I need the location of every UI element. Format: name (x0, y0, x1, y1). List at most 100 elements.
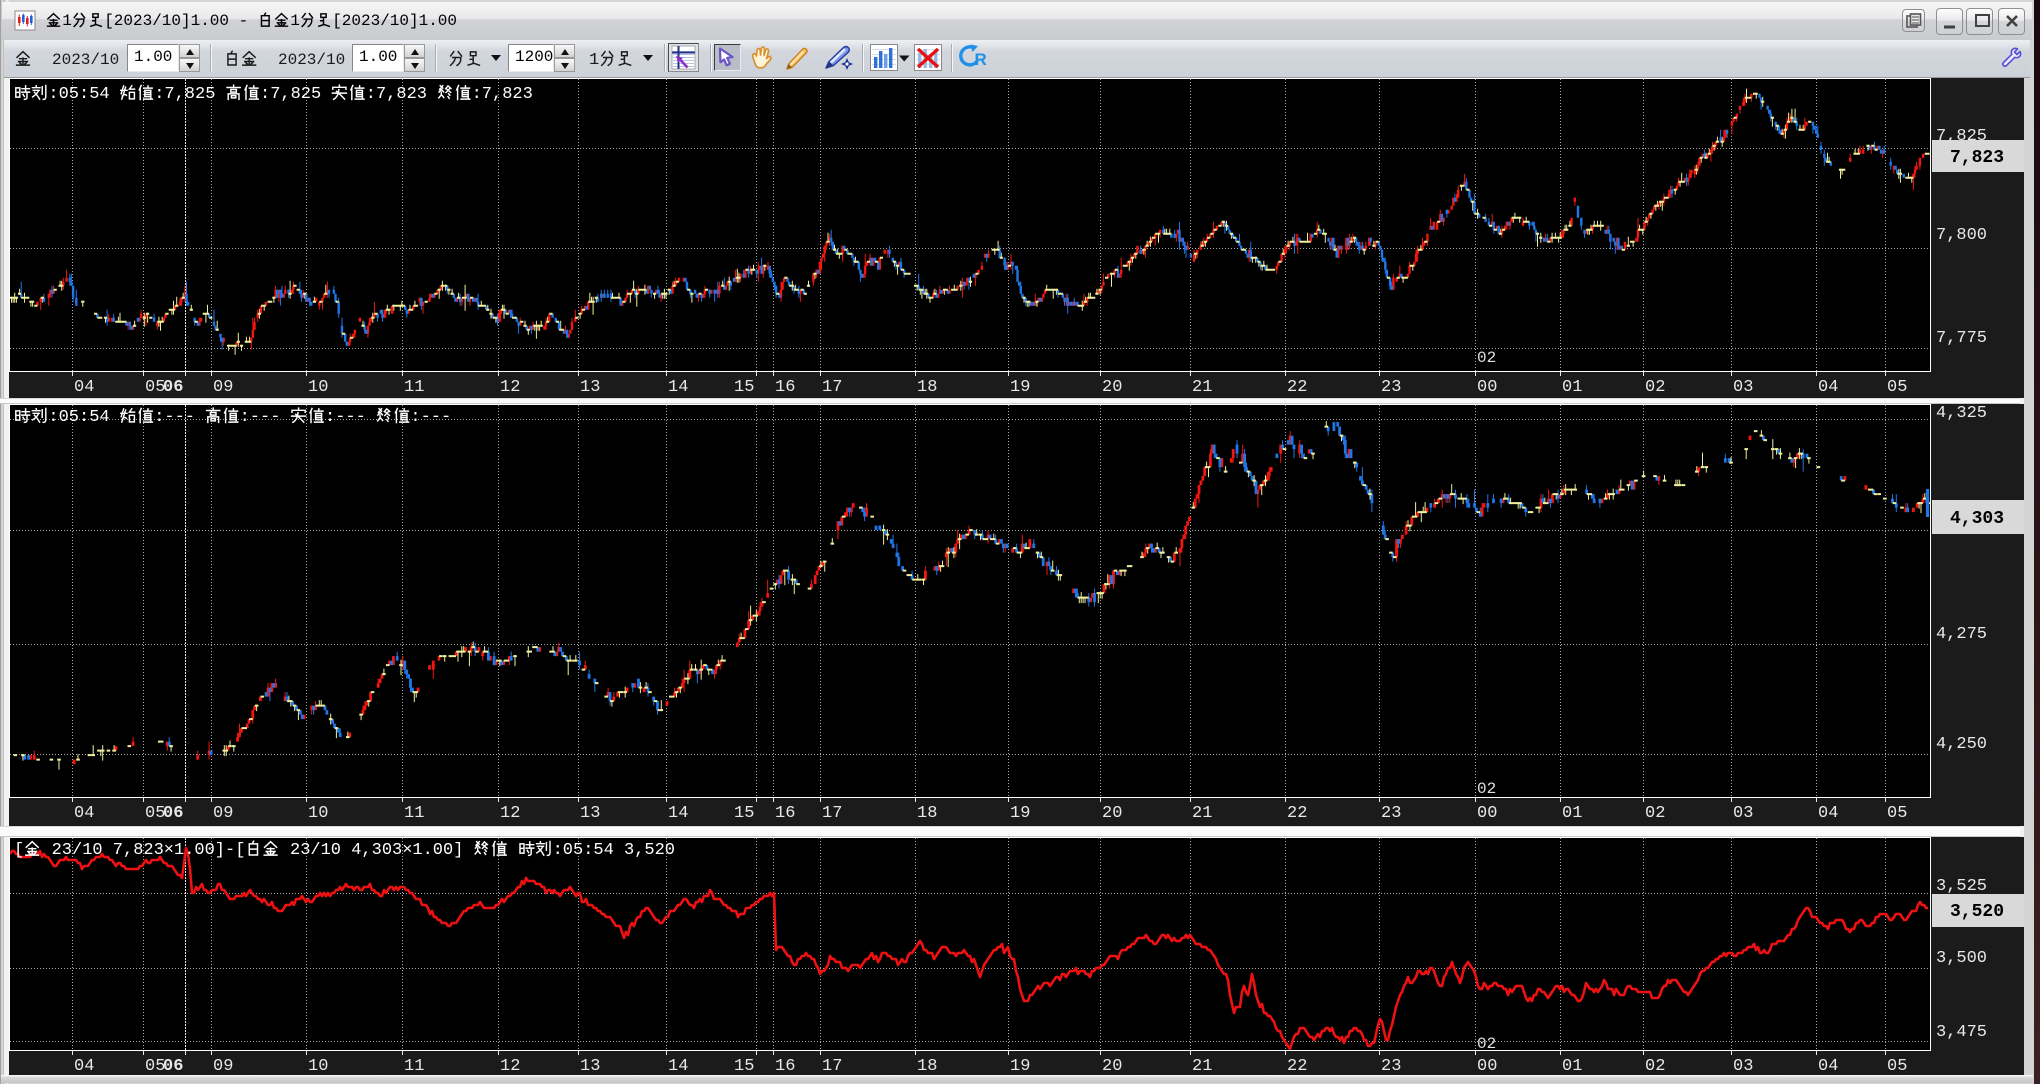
svg-text:1.00]: 1.00] (412, 841, 473, 860)
svg-text:R: R (975, 50, 987, 69)
svg-text:02: 02 (1477, 349, 1496, 367)
svg-text:09: 09 (213, 804, 233, 823)
svg-text:14: 14 (668, 804, 688, 823)
svg-text:03: 03 (1733, 1057, 1753, 1076)
svg-text::---: :--- (410, 408, 451, 427)
svg-text:06: 06 (163, 378, 183, 397)
svg-text:[2023/10]1.00: [2023/10]1.00 (332, 12, 457, 30)
svg-text:2023/10: 2023/10 (278, 51, 345, 69)
svg-text:04: 04 (74, 378, 94, 397)
svg-text::---: :--- (154, 408, 205, 427)
svg-text:17: 17 (822, 1057, 842, 1076)
svg-text:19: 19 (1010, 804, 1030, 823)
svg-text:[2023/10]1.00 -: [2023/10]1.00 - (104, 12, 258, 30)
svg-text:14: 14 (668, 1057, 688, 1076)
svg-text:05: 05 (145, 378, 165, 397)
svg-text:21: 21 (1192, 804, 1212, 823)
svg-text:05: 05 (145, 804, 165, 823)
svg-text::7,825: :7,825 (260, 85, 331, 104)
svg-text:02: 02 (1645, 378, 1665, 397)
svg-text:21: 21 (1192, 378, 1212, 397)
svg-text:13: 13 (580, 1057, 600, 1076)
svg-text:21: 21 (1192, 1057, 1212, 1076)
svg-text::7,823: :7,823 (366, 85, 437, 104)
svg-text:04: 04 (1818, 1057, 1838, 1076)
svg-text:03: 03 (1733, 378, 1753, 397)
svg-text:20: 20 (1102, 378, 1122, 397)
svg-text:06: 06 (163, 804, 183, 823)
svg-text:×: × (164, 841, 174, 860)
svg-text:00: 00 (1477, 1057, 1497, 1076)
svg-text:3,475: 3,475 (1936, 1023, 1987, 1042)
svg-text:19: 19 (1010, 378, 1030, 397)
svg-text:1: 1 (290, 12, 300, 30)
svg-text:02: 02 (1645, 1057, 1665, 1076)
svg-text:05: 05 (145, 1057, 165, 1076)
svg-text:01: 01 (1562, 378, 1582, 397)
svg-text::---: :--- (240, 408, 291, 427)
svg-text:4,303: 4,303 (1950, 509, 2004, 529)
svg-text:15: 15 (734, 804, 754, 823)
svg-text:15: 15 (734, 378, 754, 397)
svg-text:17: 17 (822, 804, 842, 823)
svg-text:14: 14 (668, 378, 688, 397)
svg-text:×: × (402, 841, 412, 860)
svg-text:11: 11 (404, 804, 424, 823)
svg-text:1.00]-[: 1.00]-[ (174, 841, 245, 860)
svg-text:4,325: 4,325 (1936, 404, 1987, 423)
svg-text:09: 09 (213, 1057, 233, 1076)
svg-text:22: 22 (1287, 804, 1307, 823)
svg-text:23: 23 (1381, 804, 1401, 823)
svg-text:20: 20 (1102, 804, 1122, 823)
svg-text:23: 23 (1381, 378, 1401, 397)
svg-text:01: 01 (1562, 1057, 1582, 1076)
svg-text:02: 02 (1477, 780, 1496, 798)
svg-text:22: 22 (1287, 378, 1307, 397)
svg-text:05: 05 (1887, 804, 1907, 823)
svg-text:23: 23 (1381, 1057, 1401, 1076)
svg-text:7,823: 7,823 (1950, 148, 2004, 168)
svg-text:02: 02 (1477, 1035, 1496, 1053)
svg-text:04: 04 (74, 1057, 94, 1076)
svg-text::---: :--- (325, 408, 376, 427)
svg-text:10: 10 (308, 804, 328, 823)
svg-text:23/10 4,303: 23/10 4,303 (280, 841, 402, 860)
svg-text:12: 12 (500, 378, 520, 397)
svg-text:11: 11 (404, 1057, 424, 1076)
svg-text:04: 04 (1818, 804, 1838, 823)
svg-text::05:54: :05:54 (48, 85, 119, 104)
svg-text:7,775: 7,775 (1936, 329, 1987, 348)
svg-text:00: 00 (1477, 804, 1497, 823)
svg-text:00: 00 (1477, 378, 1497, 397)
svg-text::05:54: :05:54 (48, 408, 119, 427)
svg-text:18: 18 (917, 378, 937, 397)
svg-text:12: 12 (500, 1057, 520, 1076)
svg-text:18: 18 (917, 804, 937, 823)
svg-text:2023/10: 2023/10 (52, 51, 119, 69)
svg-text:09: 09 (213, 378, 233, 397)
svg-text::7,825: :7,825 (154, 85, 225, 104)
svg-text:23/10 7,823: 23/10 7,823 (41, 841, 163, 860)
svg-text::7,823: :7,823 (472, 85, 533, 104)
svg-text:20: 20 (1102, 1057, 1122, 1076)
svg-text:3,500: 3,500 (1936, 949, 1987, 968)
svg-text:03: 03 (1733, 804, 1753, 823)
svg-text::05:54 3,520: :05:54 3,520 (553, 841, 675, 860)
svg-text:11: 11 (404, 378, 424, 397)
svg-text:18: 18 (917, 1057, 937, 1076)
svg-text:05: 05 (1887, 378, 1907, 397)
svg-text:19: 19 (1010, 1057, 1030, 1076)
svg-text:06: 06 (163, 1057, 183, 1076)
svg-text:22: 22 (1287, 1057, 1307, 1076)
svg-text:16: 16 (775, 804, 795, 823)
svg-text:7,800: 7,800 (1936, 226, 1987, 245)
svg-text:15: 15 (734, 1057, 754, 1076)
svg-text:13: 13 (580, 378, 600, 397)
svg-text:12: 12 (500, 804, 520, 823)
svg-text:3,520: 3,520 (1950, 902, 2004, 922)
svg-text:04: 04 (74, 804, 94, 823)
svg-text:02: 02 (1645, 804, 1665, 823)
svg-text:4,250: 4,250 (1936, 735, 1987, 754)
svg-text:10: 10 (308, 378, 328, 397)
svg-text:1: 1 (589, 51, 599, 70)
